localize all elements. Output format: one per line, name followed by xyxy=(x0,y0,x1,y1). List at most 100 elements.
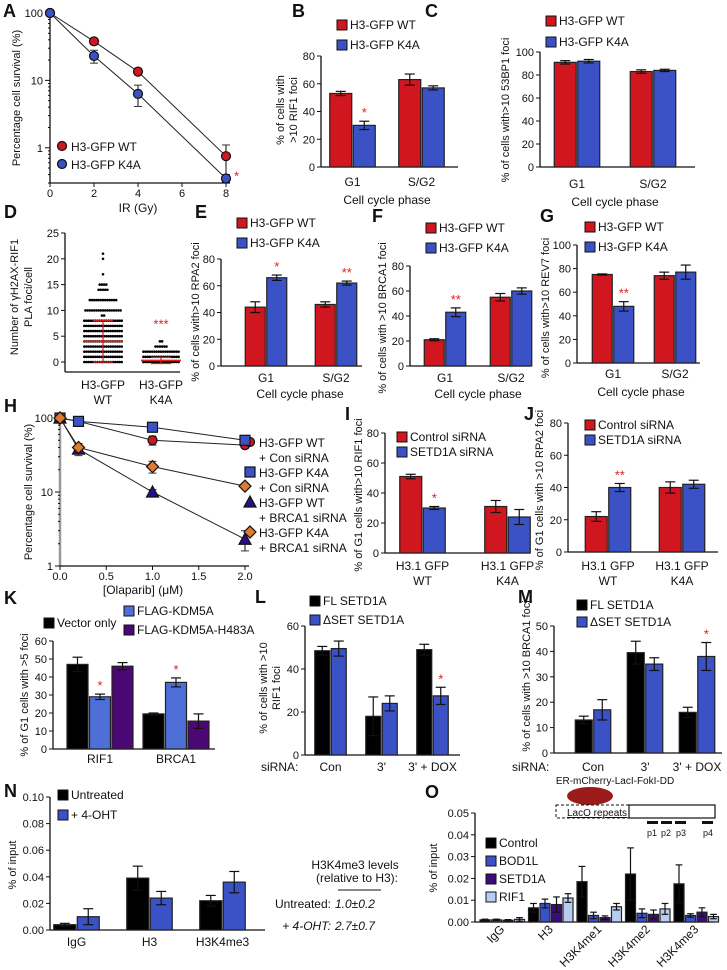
y-axis-label: % of input xyxy=(7,841,19,890)
data-point xyxy=(157,360,161,364)
y-tick-label: 20 xyxy=(550,515,562,527)
category-label: BRCA1 xyxy=(156,752,196,766)
bar xyxy=(111,665,134,750)
data-point xyxy=(85,355,88,359)
data-point xyxy=(170,355,174,359)
inset-row-label: Untreated: xyxy=(275,897,331,911)
y-tick-label: 80 xyxy=(367,428,379,440)
category-label: H3 xyxy=(535,922,556,943)
series-line xyxy=(59,417,246,487)
legend-swatch xyxy=(396,446,408,458)
category-label: WT xyxy=(94,393,113,407)
bar xyxy=(422,507,446,554)
data-point xyxy=(242,494,258,508)
data-point xyxy=(87,360,90,364)
bar xyxy=(675,271,697,364)
category-label: G1 xyxy=(258,371,274,385)
data-point xyxy=(99,298,103,302)
y-tick-label: 40 xyxy=(522,116,534,128)
data-point xyxy=(89,345,93,348)
data-point xyxy=(105,283,108,286)
legend-swatch xyxy=(396,431,408,443)
legend-swatch xyxy=(545,15,557,27)
panel-letter: N xyxy=(4,781,17,801)
inset-title-line-1: H3K4me3 levels xyxy=(311,858,398,872)
data-point xyxy=(105,345,108,348)
y-tick-label: 60 xyxy=(287,621,299,633)
y-tick-label: 0 xyxy=(528,162,534,174)
legend-label: H3-GFP K4A xyxy=(250,236,320,250)
bar xyxy=(399,475,423,554)
data-point xyxy=(117,309,120,312)
significance-marker: ** xyxy=(342,265,352,280)
category-label: K4A xyxy=(671,574,694,588)
data-point xyxy=(106,288,109,292)
data-point xyxy=(96,324,99,328)
y-tick-label: 0 xyxy=(556,547,562,559)
panel-letter: C xyxy=(425,1,438,21)
x-prefix-label: siRNA: xyxy=(261,760,298,774)
legend-label: H3-GFP WT xyxy=(598,220,664,234)
panel-g: G 0 20 40 60 80 100 G1 S/G2 ** H3-GFP WT H3-GFP K4A… xyxy=(540,206,700,399)
bar xyxy=(88,696,112,750)
data-point xyxy=(177,355,180,359)
data-point xyxy=(87,319,90,323)
legend-label: H3-GFP WT xyxy=(259,436,325,450)
y-tick-label: 100 xyxy=(35,413,53,425)
data-point xyxy=(160,345,164,348)
bar xyxy=(653,69,677,168)
bar xyxy=(330,647,347,756)
legend-swatch xyxy=(309,595,321,607)
category-label: 3' + DOX xyxy=(408,760,457,774)
data-point xyxy=(101,288,105,292)
data-point xyxy=(85,329,88,333)
category-label: Con xyxy=(319,760,341,774)
y-tick-label: 0.02 xyxy=(448,873,469,885)
y-tick-label: 1 xyxy=(37,143,43,155)
data-point xyxy=(118,334,121,338)
data-point xyxy=(113,319,117,323)
y-tick-label: 30 xyxy=(35,690,47,702)
y-tick-label: 5 xyxy=(53,331,59,343)
bar xyxy=(336,282,358,367)
panel-l: L 0 20 40 60 Con 3' 3' + DOX * FL SETD1A ΔSET SETD… xyxy=(255,587,460,774)
data-point xyxy=(92,309,96,312)
data-point xyxy=(161,350,165,353)
data-point xyxy=(56,158,68,170)
legend-swatch xyxy=(545,36,557,48)
data-point xyxy=(109,324,112,328)
data-point xyxy=(56,140,68,152)
bar xyxy=(645,663,664,754)
y-tick-label: 10 xyxy=(31,75,43,87)
data-point xyxy=(113,350,117,353)
data-point xyxy=(96,345,99,348)
data-point xyxy=(87,345,90,348)
y-tick-label: 10 xyxy=(536,723,548,735)
data-point xyxy=(89,334,93,338)
category-label: H3K4me3 xyxy=(654,922,702,970)
y-tick-label: 40 xyxy=(559,311,571,323)
data-point xyxy=(89,355,93,359)
x-axis-label: Cell cycle phase xyxy=(343,193,431,207)
category-label: H3-GFP xyxy=(81,378,125,392)
data-point xyxy=(177,350,180,353)
x-tick-label: 8 xyxy=(223,188,229,200)
y-tick-label: 20 xyxy=(287,707,299,719)
data-point xyxy=(98,345,101,348)
data-point xyxy=(91,324,95,328)
category-label: H3.1 GFP xyxy=(581,559,634,573)
panel-n: N 0.00 0.02 0.04 0.06 0.08 0.10 IgG H3 H3K4me3 Unt… xyxy=(4,781,265,949)
y-tick-label: 60 xyxy=(559,287,571,299)
data-point xyxy=(102,314,106,317)
y-tick-label: 50 xyxy=(536,621,548,633)
probe-label: p4 xyxy=(703,828,713,838)
data-point xyxy=(96,350,99,353)
data-point xyxy=(98,283,101,286)
data-point xyxy=(98,329,101,333)
data-point xyxy=(95,309,98,312)
significance-marker: * xyxy=(234,168,239,183)
bar xyxy=(511,290,533,367)
data-point xyxy=(111,350,115,353)
data-point xyxy=(119,309,122,312)
